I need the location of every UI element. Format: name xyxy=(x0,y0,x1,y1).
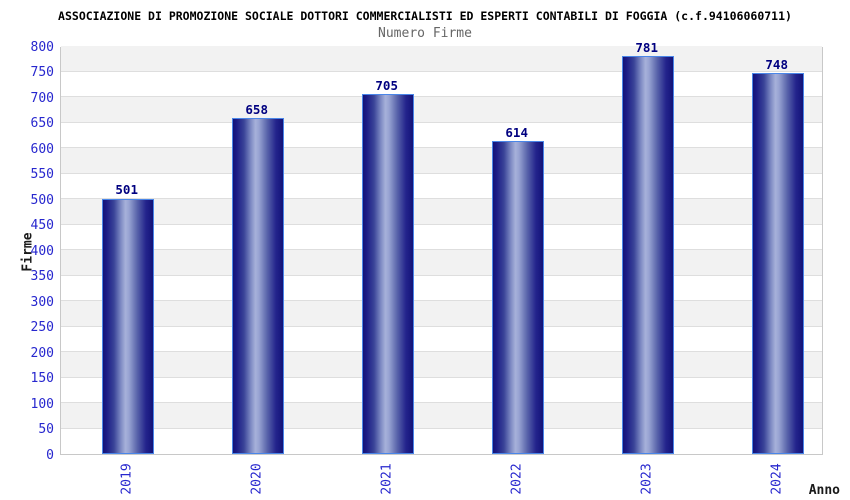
value-label-2023: 781 xyxy=(635,39,658,55)
y-tick-label: 800 xyxy=(30,39,54,55)
y-tick-label: 550 xyxy=(30,167,54,182)
gridline xyxy=(61,172,822,174)
gridline xyxy=(61,121,822,123)
chart-title: ASSOCIAZIONE DI PROMOZIONE SOCIALE DOTTO… xyxy=(58,9,792,23)
value-label-2019: 501 xyxy=(115,182,138,198)
x-tick-label-2024: 2024 xyxy=(769,463,785,495)
y-tick-label: 400 xyxy=(30,243,54,259)
y-tick-label: 450 xyxy=(30,218,54,233)
value-label-2024: 748 xyxy=(765,56,788,72)
gridline xyxy=(61,351,822,352)
gridline xyxy=(61,96,822,97)
bar-2021 xyxy=(361,94,414,454)
background-band xyxy=(61,428,822,454)
y-tick-label: 100 xyxy=(30,396,54,412)
gridline xyxy=(61,198,822,199)
y-tick-label: 500 xyxy=(30,192,54,208)
x-axis-label: Anno xyxy=(808,483,840,498)
background-band xyxy=(61,377,822,403)
background-band xyxy=(61,199,822,225)
y-tick-label: 0 xyxy=(46,447,54,463)
background-band xyxy=(61,301,822,327)
y-tick-label: 650 xyxy=(30,116,54,131)
value-label-2022: 614 xyxy=(505,124,528,140)
y-tick-label: 700 xyxy=(30,90,54,106)
background-band xyxy=(61,97,822,123)
y-tick-label: 250 xyxy=(30,320,54,335)
background-band xyxy=(61,275,822,301)
y-tick-label: 200 xyxy=(30,345,54,361)
y-tick-label: 350 xyxy=(30,269,54,284)
bar-2023 xyxy=(621,55,674,454)
y-tick-label: 300 xyxy=(30,294,54,310)
gridline xyxy=(61,223,822,225)
background-band xyxy=(61,46,822,72)
gridline xyxy=(61,300,822,301)
x-tick-label-2023: 2023 xyxy=(639,463,655,495)
value-label-2020: 658 xyxy=(245,102,268,118)
gridline xyxy=(61,402,822,403)
background-band xyxy=(61,250,822,276)
background-band xyxy=(61,326,822,352)
x-tick-label-2019: 2019 xyxy=(119,463,135,495)
background-band xyxy=(61,122,822,148)
gridline xyxy=(61,274,822,276)
gridline xyxy=(61,427,822,429)
x-tick-label-2021: 2021 xyxy=(379,463,395,495)
value-label-2021: 705 xyxy=(375,78,398,94)
gridline xyxy=(61,147,822,148)
background-band xyxy=(61,173,822,199)
y-tick-label: 150 xyxy=(30,371,54,386)
gridline xyxy=(61,70,822,72)
x-tick-label-2020: 2020 xyxy=(249,463,265,495)
bar-2019 xyxy=(101,198,154,454)
background-band xyxy=(61,71,822,97)
bar-2024 xyxy=(751,72,804,454)
y-tick-label: 750 xyxy=(30,65,54,80)
gridline xyxy=(61,325,822,327)
y-tick-label: 600 xyxy=(30,141,54,157)
x-tick-label-2022: 2022 xyxy=(509,463,525,495)
background-band xyxy=(61,224,822,250)
plot-area xyxy=(60,46,823,455)
gridline xyxy=(61,376,822,378)
chart-subtitle: Numero Firme xyxy=(378,26,472,41)
background-band xyxy=(61,403,822,429)
background-band xyxy=(61,148,822,174)
background-band xyxy=(61,352,822,378)
bar-2020 xyxy=(231,118,284,454)
bar-2022 xyxy=(491,140,544,454)
gridline xyxy=(61,249,822,250)
y-tick-label: 50 xyxy=(38,422,54,437)
